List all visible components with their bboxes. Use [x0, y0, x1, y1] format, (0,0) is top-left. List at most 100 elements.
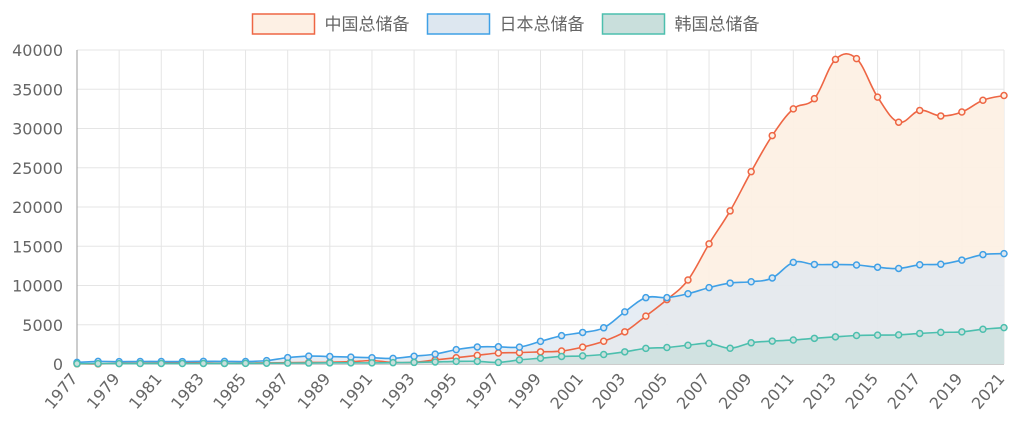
data-point[interactable]: [915, 329, 924, 338]
data-point[interactable]: [494, 349, 503, 357]
legend-item-0[interactable]: 中国总储备: [251, 13, 410, 35]
data-point[interactable]: [831, 333, 840, 341]
data-point[interactable]: [115, 359, 123, 368]
data-point[interactable]: [136, 359, 144, 368]
data-point[interactable]: [747, 167, 755, 176]
data-point[interactable]: [979, 96, 987, 104]
data-point[interactable]: [768, 274, 776, 282]
data-point[interactable]: [747, 339, 755, 347]
data-point[interactable]: [557, 331, 566, 340]
data-point[interactable]: [663, 293, 671, 302]
data-point[interactable]: [768, 131, 776, 140]
data-point[interactable]: [452, 357, 460, 366]
data-point[interactable]: [894, 118, 903, 126]
data-point[interactable]: [241, 359, 250, 368]
data-point[interactable]: [642, 344, 650, 353]
data-point[interactable]: [578, 352, 587, 360]
data-point[interactable]: [305, 359, 313, 367]
data-point[interactable]: [368, 359, 376, 367]
data-point[interactable]: [262, 359, 271, 367]
data-point[interactable]: [789, 105, 798, 113]
data-point[interactable]: [305, 352, 313, 360]
data-point[interactable]: [621, 308, 629, 316]
data-point[interactable]: [599, 350, 608, 359]
data-point[interactable]: [958, 108, 966, 116]
data-point[interactable]: [1000, 91, 1008, 100]
data-point[interactable]: [789, 336, 798, 344]
data-point[interactable]: [705, 283, 713, 292]
data-point[interactable]: [515, 343, 524, 351]
data-point[interactable]: [283, 359, 292, 367]
data-point[interactable]: [831, 260, 840, 269]
data-point[interactable]: [894, 331, 903, 339]
data-point[interactable]: [473, 343, 482, 351]
data-point[interactable]: [852, 331, 861, 340]
data-point[interactable]: [431, 358, 439, 366]
data-point[interactable]: [473, 351, 482, 360]
legend-item-2[interactable]: 韩国总储备: [601, 13, 760, 35]
data-point[interactable]: [958, 256, 966, 264]
data-point[interactable]: [199, 359, 208, 368]
data-point[interactable]: [536, 354, 545, 362]
data-point[interactable]: [684, 289, 692, 298]
data-point[interactable]: [726, 207, 734, 215]
data-point[interactable]: [852, 261, 861, 269]
data-point[interactable]: [220, 359, 229, 368]
data-point[interactable]: [726, 344, 734, 352]
data-point[interactable]: [726, 279, 734, 287]
data-point[interactable]: [831, 55, 840, 64]
data-point[interactable]: [431, 350, 439, 358]
data-point[interactable]: [178, 359, 187, 368]
data-point[interactable]: [494, 343, 503, 351]
data-point[interactable]: [94, 359, 102, 368]
data-point[interactable]: [979, 325, 987, 333]
data-point[interactable]: [937, 260, 945, 268]
data-point[interactable]: [768, 337, 776, 345]
data-point[interactable]: [684, 341, 692, 349]
data-point[interactable]: [536, 348, 545, 356]
data-point[interactable]: [663, 343, 671, 352]
data-point[interactable]: [873, 93, 882, 101]
data-point[interactable]: [536, 337, 545, 346]
data-point[interactable]: [326, 352, 334, 361]
data-point[interactable]: [894, 264, 903, 273]
data-point[interactable]: [810, 334, 819, 343]
data-point[interactable]: [578, 343, 587, 351]
data-point[interactable]: [157, 359, 166, 368]
data-point[interactable]: [789, 258, 798, 267]
data-point[interactable]: [326, 359, 334, 367]
data-point[interactable]: [705, 240, 713, 248]
data-point[interactable]: [599, 337, 608, 345]
data-point[interactable]: [937, 112, 945, 120]
data-point[interactable]: [958, 328, 966, 336]
data-point[interactable]: [557, 352, 566, 361]
data-point[interactable]: [810, 94, 819, 103]
data-point[interactable]: [852, 54, 861, 63]
data-point[interactable]: [747, 277, 755, 286]
data-point[interactable]: [515, 356, 524, 364]
data-point[interactable]: [979, 250, 987, 259]
data-point[interactable]: [410, 358, 418, 367]
data-point[interactable]: [621, 328, 629, 336]
data-point[interactable]: [915, 261, 924, 269]
data-point[interactable]: [578, 328, 587, 337]
data-point[interactable]: [410, 352, 418, 360]
data-point[interactable]: [915, 106, 924, 115]
data-point[interactable]: [705, 339, 713, 348]
data-point[interactable]: [599, 324, 608, 332]
data-point[interactable]: [1000, 323, 1008, 332]
data-point[interactable]: [621, 348, 629, 356]
data-point[interactable]: [473, 357, 482, 366]
data-point[interactable]: [642, 312, 650, 320]
data-point[interactable]: [347, 359, 355, 367]
data-point[interactable]: [73, 359, 81, 368]
data-point[interactable]: [684, 276, 692, 284]
data-point[interactable]: [937, 328, 945, 337]
legend-item-1[interactable]: 日本总储备: [426, 13, 585, 35]
data-point[interactable]: [873, 263, 882, 271]
data-point[interactable]: [1000, 249, 1008, 258]
data-point[interactable]: [642, 293, 650, 302]
data-point[interactable]: [494, 358, 503, 367]
data-point[interactable]: [389, 358, 397, 367]
data-point[interactable]: [873, 331, 882, 339]
